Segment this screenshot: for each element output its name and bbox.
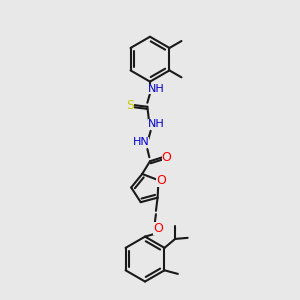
Text: O: O (153, 222, 163, 235)
Text: NH: NH (148, 119, 165, 129)
Text: O: O (162, 151, 171, 164)
Text: HN: HN (132, 137, 149, 147)
Text: S: S (126, 99, 134, 112)
Text: O: O (156, 174, 166, 187)
Text: NH: NH (148, 84, 164, 94)
